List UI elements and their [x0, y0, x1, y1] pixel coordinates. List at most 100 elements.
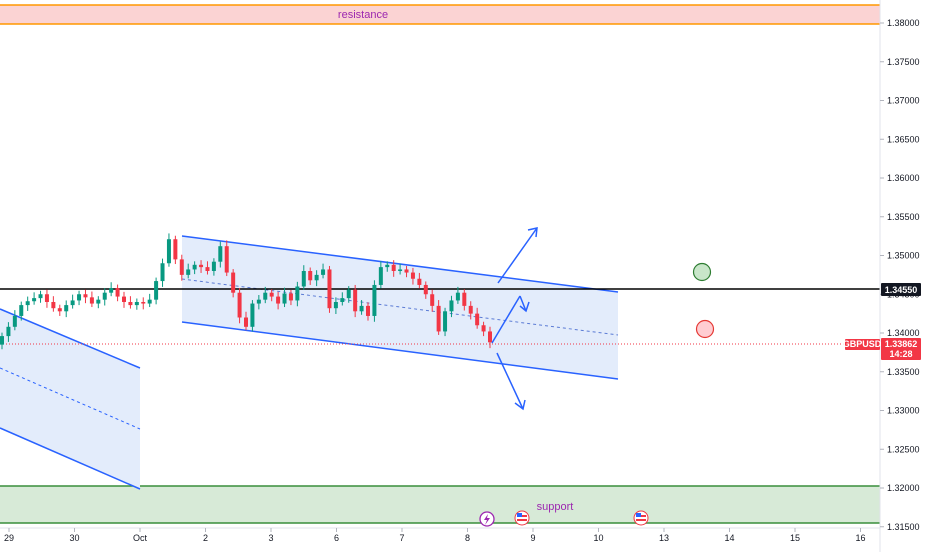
candle-body	[64, 305, 69, 312]
candle-body	[160, 263, 165, 282]
candle-body	[321, 269, 326, 275]
candle-body	[333, 302, 338, 309]
candle-body	[436, 305, 441, 332]
time-tick-label: 8	[465, 533, 470, 543]
time-tick-label: 6	[334, 533, 339, 543]
time-tick-label: 30	[69, 533, 79, 543]
candle-body	[475, 313, 480, 326]
arrow-up-breakout	[497, 227, 538, 284]
candle-body	[269, 292, 274, 297]
symbol-tag-text: GBPUSD	[843, 339, 882, 349]
candle-body	[12, 315, 17, 327]
support-zone: support	[0, 485, 880, 524]
main-channel-lower-line[interactable]	[181, 321, 619, 380]
candle-body	[218, 246, 223, 262]
event-icon-us-flag-2[interactable]	[633, 510, 649, 526]
time-tick-label: 15	[790, 533, 800, 543]
candle-body	[462, 292, 467, 306]
candle-body	[282, 293, 287, 304]
candle-body	[417, 278, 422, 285]
time-tick-label: 2	[203, 533, 208, 543]
price-tick-label: 1.33000	[887, 406, 920, 416]
candle-body	[256, 299, 261, 304]
left-channel[interactable]	[0, 308, 141, 490]
candle-body	[147, 299, 152, 304]
candle-body	[353, 289, 358, 312]
candle-body	[83, 294, 88, 298]
candle-body	[398, 269, 403, 271]
price-tick-label: 1.37500	[887, 57, 920, 67]
candle-body	[385, 264, 390, 268]
key-level-tag-text: 1.34550	[885, 285, 918, 295]
candle-body	[410, 272, 415, 279]
candle-body	[44, 294, 49, 302]
price-tick-label: 1.36500	[887, 134, 920, 144]
time-tick-label: 3	[268, 533, 273, 543]
candle-body	[276, 296, 281, 304]
candle-body	[404, 269, 409, 273]
price-tick-label: 1.32500	[887, 444, 920, 454]
support-zone-fill	[0, 486, 880, 523]
time-tick-label: 14	[724, 533, 734, 543]
price-tick-label: 1.37000	[887, 96, 920, 106]
candle-body	[359, 305, 364, 312]
price-tick-label: 1.33500	[887, 367, 920, 377]
candle-body	[19, 305, 24, 316]
candle-body	[96, 299, 101, 304]
price-tick-label: 1.32000	[887, 483, 920, 493]
time-axis[interactable]: 29 30 Oct 2 3 6 7 8 9 10 13 14 15 16	[0, 527, 880, 543]
candle-body	[32, 298, 37, 302]
price-tick-label: 1.31500	[887, 522, 920, 532]
event-icon-flash[interactable]	[479, 511, 495, 527]
candle-body	[128, 302, 133, 306]
candle-body	[455, 292, 460, 301]
candle-body	[481, 325, 486, 332]
candle-body	[166, 239, 171, 264]
candle-body	[109, 288, 114, 293]
candle-body	[346, 289, 351, 299]
candle-body	[6, 326, 11, 337]
support-label: support	[537, 501, 574, 513]
current-price-tag: GBPUSD 1.33862 14:28	[843, 338, 921, 360]
candle-body	[430, 294, 435, 306]
candle-body	[122, 296, 126, 302]
candle-body	[0, 336, 4, 345]
red-signal-marker[interactable]	[695, 319, 715, 339]
candle-body	[224, 246, 229, 273]
candle-body	[141, 302, 146, 304]
candle-body	[443, 311, 448, 332]
projection-arrows	[491, 227, 538, 411]
arrow-down-breakdown	[496, 352, 526, 411]
candle-body	[295, 286, 300, 301]
key-level-tag: 1.34550	[881, 283, 921, 296]
candle-body	[70, 300, 75, 306]
candle-body	[192, 264, 197, 270]
candle-body	[237, 292, 242, 318]
main-channel[interactable]	[181, 235, 619, 380]
price-axis[interactable]: 1.38000 1.37500 1.37000 1.36500 1.36000 1.355…	[879, 0, 920, 552]
left-channel-fill	[0, 309, 140, 489]
candle-body	[134, 302, 139, 306]
event-icon-us-flag[interactable]	[514, 510, 530, 526]
candle-body	[38, 294, 43, 299]
candle-body	[327, 269, 332, 309]
candle-body	[77, 294, 82, 301]
left-channel-upper-line[interactable]	[0, 308, 141, 369]
price-tick-label: 1.36000	[887, 173, 920, 183]
candle-body	[288, 293, 293, 301]
candle-body	[186, 269, 191, 275]
price-tick-label: 1.35000	[887, 251, 920, 261]
candle-body	[449, 300, 454, 312]
current-price-value: 1.33862	[885, 339, 918, 349]
candle-body	[205, 267, 210, 271]
candle-body	[244, 317, 248, 327]
candle-body	[211, 261, 216, 271]
candle-body	[378, 267, 383, 285]
time-tick-label: 10	[593, 533, 603, 543]
green-signal-marker[interactable]	[692, 262, 712, 282]
candle-body	[366, 305, 370, 316]
price-tick-label: 1.34000	[887, 328, 920, 338]
left-channel-lower-line[interactable]	[0, 427, 141, 490]
